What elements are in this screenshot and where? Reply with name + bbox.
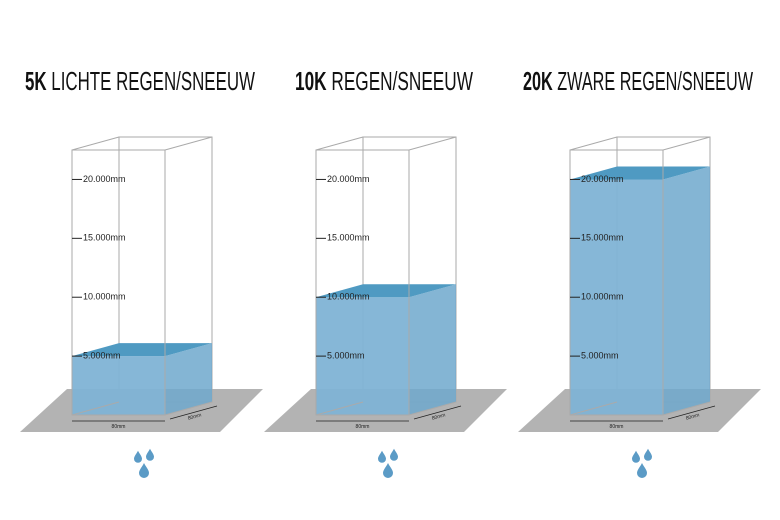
box-edge bbox=[164, 401, 213, 416]
dim-line bbox=[667, 405, 716, 420]
dim-line bbox=[413, 405, 462, 420]
box-edge bbox=[569, 136, 618, 151]
drop-icon bbox=[378, 450, 386, 463]
tick-label: 5.000mm bbox=[83, 350, 121, 360]
box-front bbox=[569, 149, 664, 416]
depth-label: 80mm bbox=[685, 412, 700, 422]
panel-title: 5K LICHTE REGEN/SNEEUW bbox=[25, 66, 255, 96]
tick-label: 20.000mm bbox=[83, 174, 126, 184]
box-front bbox=[315, 149, 410, 416]
box-edge bbox=[71, 401, 120, 416]
water-front bbox=[316, 297, 409, 415]
panel-title: 10K REGEN/SNEEUW bbox=[295, 66, 473, 96]
width-label: 80mm bbox=[610, 424, 624, 430]
tick-label: 15.000mm bbox=[327, 233, 370, 243]
tick-label: 15.000mm bbox=[581, 233, 624, 243]
dim-line bbox=[169, 405, 218, 420]
water-top bbox=[316, 284, 456, 298]
drop-icon bbox=[644, 448, 652, 461]
title-text: LICHTE REGEN/SNEEUW bbox=[51, 66, 255, 96]
box-front bbox=[71, 149, 166, 416]
width-label: 80mm bbox=[356, 424, 370, 430]
drop-icon bbox=[637, 463, 647, 478]
drop-icon bbox=[632, 450, 640, 463]
tick-label: 20.000mm bbox=[327, 174, 370, 184]
tick-label: 10.000mm bbox=[83, 292, 126, 302]
water-side bbox=[663, 166, 710, 415]
title-bold: 5K bbox=[25, 66, 47, 96]
title-bold: 10K bbox=[295, 66, 327, 96]
water-side bbox=[165, 343, 212, 415]
title-text: REGEN/SNEEUW bbox=[331, 66, 473, 96]
drop-icon bbox=[383, 463, 393, 478]
title-text: ZWARE REGEN/SNEEUW bbox=[557, 66, 753, 96]
tick-label: 10.000mm bbox=[581, 292, 624, 302]
panel-title: 20K ZWARE REGEN/SNEEUW bbox=[523, 66, 753, 96]
box-edge bbox=[315, 136, 364, 151]
box-edge bbox=[408, 136, 457, 151]
water-front bbox=[570, 179, 663, 415]
tick-label: 5.000mm bbox=[581, 350, 619, 360]
box-edge bbox=[662, 136, 711, 151]
box-edge bbox=[315, 401, 364, 416]
tick-label: 20.000mm bbox=[581, 174, 624, 184]
water-front bbox=[72, 356, 165, 415]
water-side bbox=[409, 284, 456, 415]
drop-icon bbox=[390, 448, 398, 461]
box-edge bbox=[71, 136, 120, 151]
depth-label: 80mm bbox=[187, 412, 202, 422]
tick-label: 10.000mm bbox=[327, 292, 370, 302]
drop-icon bbox=[134, 450, 142, 463]
box-edge bbox=[408, 401, 457, 416]
water-top bbox=[570, 166, 710, 180]
title-bold: 20K bbox=[523, 66, 553, 96]
drop-icon bbox=[146, 448, 154, 461]
depth-label: 80mm bbox=[431, 412, 446, 422]
box-edge bbox=[164, 136, 213, 151]
box-edge bbox=[662, 401, 711, 416]
drop-icon bbox=[139, 463, 149, 478]
width-label: 80mm bbox=[112, 424, 126, 430]
box-edge bbox=[569, 401, 618, 416]
tick-label: 15.000mm bbox=[83, 233, 126, 243]
water-top bbox=[72, 343, 212, 357]
tick-label: 5.000mm bbox=[327, 350, 365, 360]
